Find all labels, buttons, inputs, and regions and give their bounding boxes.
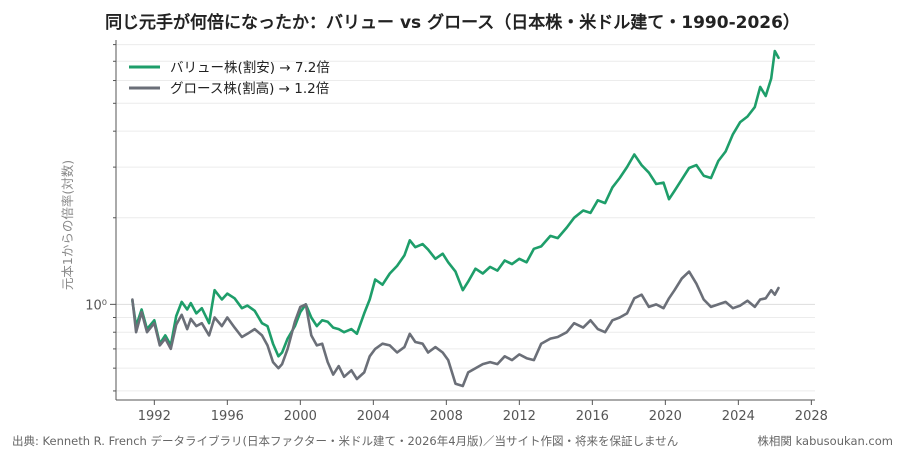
grid-lines bbox=[116, 44, 815, 392]
x-tick-label: 2008 bbox=[430, 409, 463, 424]
series-line-value bbox=[131, 49, 780, 358]
site-brand: 株相関 kabusoukan.com bbox=[757, 434, 893, 448]
legend-label-value: バリュー株(割安) → 7.2倍 bbox=[170, 59, 330, 76]
x-tick-label: 2028 bbox=[795, 409, 828, 424]
x-tick-label: 1996 bbox=[211, 409, 244, 424]
x-tick-label: 1992 bbox=[138, 409, 171, 424]
x-tick-label: 2000 bbox=[284, 409, 317, 424]
y-tick-label: 10⁰ bbox=[85, 298, 107, 313]
x-tick-label: 2020 bbox=[649, 409, 682, 424]
axes: 10⁰ 1992 1996 2000 2004 2008 2012 2016 2020 2024 2… bbox=[85, 40, 828, 424]
legend-label-growth: グロース株(割高) → 1.2倍 bbox=[170, 80, 329, 97]
series-line-growth bbox=[131, 270, 780, 388]
x-tick-label: 2024 bbox=[722, 409, 755, 424]
x-tick-label: 2004 bbox=[357, 409, 390, 424]
source-note: 出典: Kenneth R. French データライブラリ(日本ファクター・米… bbox=[12, 434, 679, 448]
x-tick-label: 2012 bbox=[503, 409, 536, 424]
chart-title: 同じ元手が何倍になったか：バリュー vs グロース（日本株・米ドル建て・1990… bbox=[105, 13, 800, 33]
y-axis-label: 元本1からの倍率(対数) bbox=[60, 160, 75, 290]
x-tick-label: 2016 bbox=[576, 409, 609, 424]
series-lines bbox=[131, 49, 780, 388]
